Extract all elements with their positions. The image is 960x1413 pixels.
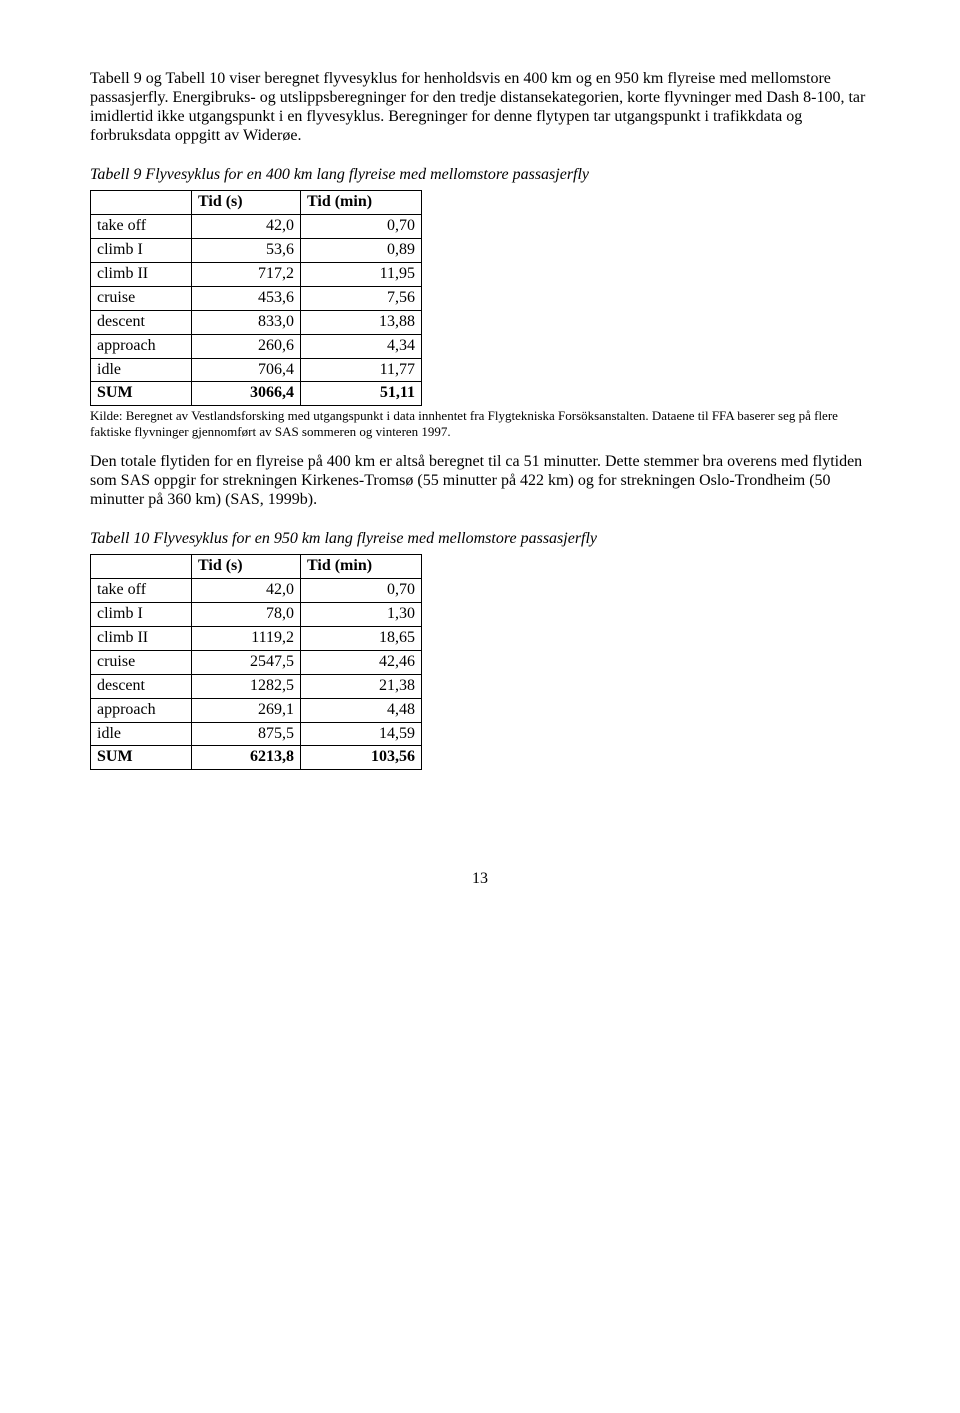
table-row: climb I78,01,30 bbox=[91, 603, 422, 627]
table-row: climb II717,211,95 bbox=[91, 263, 422, 287]
cell: 260,6 bbox=[192, 334, 301, 358]
cell: 11,77 bbox=[301, 358, 422, 382]
cell: 2547,5 bbox=[192, 650, 301, 674]
table-row: approach269,14,48 bbox=[91, 698, 422, 722]
cell: climb II bbox=[91, 627, 192, 651]
cell: take off bbox=[91, 579, 192, 603]
cell: 53,6 bbox=[192, 239, 301, 263]
cell: 42,46 bbox=[301, 650, 422, 674]
page-number: 13 bbox=[90, 870, 870, 889]
cell: 4,48 bbox=[301, 698, 422, 722]
cell: approach bbox=[91, 334, 192, 358]
cell: 875,5 bbox=[192, 722, 301, 746]
t10-h-blank bbox=[91, 555, 192, 579]
cell: 18,65 bbox=[301, 627, 422, 651]
cell: 269,1 bbox=[192, 698, 301, 722]
table10: Tid (s) Tid (min) take off42,00,70 climb… bbox=[90, 554, 422, 770]
cell: 706,4 bbox=[192, 358, 301, 382]
t9-h-blank bbox=[91, 191, 192, 215]
cell: cruise bbox=[91, 650, 192, 674]
cell: 78,0 bbox=[192, 603, 301, 627]
cell: 51,11 bbox=[301, 382, 422, 406]
cell: 1119,2 bbox=[192, 627, 301, 651]
intro-paragraph: Tabell 9 og Tabell 10 viser beregnet fly… bbox=[90, 70, 870, 146]
cell: SUM bbox=[91, 382, 192, 406]
table9-caption: Tabell 9 Flyvesyklus for en 400 km lang … bbox=[90, 166, 870, 185]
table9-source: Kilde: Beregnet av Vestlandsforsking med… bbox=[90, 408, 870, 439]
cell: 103,56 bbox=[301, 746, 422, 770]
cell: 4,34 bbox=[301, 334, 422, 358]
table-row: climb I53,60,89 bbox=[91, 239, 422, 263]
t10-h-s: Tid (s) bbox=[192, 555, 301, 579]
cell: 0,70 bbox=[301, 215, 422, 239]
table-row: take off42,00,70 bbox=[91, 579, 422, 603]
cell: 6213,8 bbox=[192, 746, 301, 770]
cell: idle bbox=[91, 722, 192, 746]
table-row: cruise453,67,56 bbox=[91, 286, 422, 310]
t10-h-min: Tid (min) bbox=[301, 555, 422, 579]
cell: 42,0 bbox=[192, 579, 301, 603]
cell: climb II bbox=[91, 263, 192, 287]
middle-paragraph: Den totale flytiden for en flyreise på 4… bbox=[90, 453, 870, 510]
cell: climb I bbox=[91, 239, 192, 263]
table-row: approach260,64,34 bbox=[91, 334, 422, 358]
table-row: idle706,411,77 bbox=[91, 358, 422, 382]
t9-h-min: Tid (min) bbox=[301, 191, 422, 215]
cell: 453,6 bbox=[192, 286, 301, 310]
table-row: cruise2547,542,46 bbox=[91, 650, 422, 674]
cell: descent bbox=[91, 674, 192, 698]
cell: idle bbox=[91, 358, 192, 382]
cell: 7,56 bbox=[301, 286, 422, 310]
table-row: take off42,00,70 bbox=[91, 215, 422, 239]
cell: 0,70 bbox=[301, 579, 422, 603]
table-row: climb II1119,218,65 bbox=[91, 627, 422, 651]
table-row-sum: SUM3066,451,11 bbox=[91, 382, 422, 406]
cell: 3066,4 bbox=[192, 382, 301, 406]
cell: cruise bbox=[91, 286, 192, 310]
cell: descent bbox=[91, 310, 192, 334]
cell: SUM bbox=[91, 746, 192, 770]
cell: 11,95 bbox=[301, 263, 422, 287]
cell: 0,89 bbox=[301, 239, 422, 263]
cell: 1282,5 bbox=[192, 674, 301, 698]
cell: climb I bbox=[91, 603, 192, 627]
cell: 42,0 bbox=[192, 215, 301, 239]
table9: Tid (s) Tid (min) take off42,00,70 climb… bbox=[90, 190, 422, 406]
table-row: idle875,514,59 bbox=[91, 722, 422, 746]
table-row: descent1282,521,38 bbox=[91, 674, 422, 698]
cell: 14,59 bbox=[301, 722, 422, 746]
table-row: descent833,013,88 bbox=[91, 310, 422, 334]
cell: 21,38 bbox=[301, 674, 422, 698]
cell: 1,30 bbox=[301, 603, 422, 627]
cell: take off bbox=[91, 215, 192, 239]
cell: 13,88 bbox=[301, 310, 422, 334]
cell: 833,0 bbox=[192, 310, 301, 334]
cell: 717,2 bbox=[192, 263, 301, 287]
table10-caption: Tabell 10 Flyvesyklus for en 950 km lang… bbox=[90, 530, 870, 549]
cell: approach bbox=[91, 698, 192, 722]
table-row-sum: SUM6213,8103,56 bbox=[91, 746, 422, 770]
t9-h-s: Tid (s) bbox=[192, 191, 301, 215]
